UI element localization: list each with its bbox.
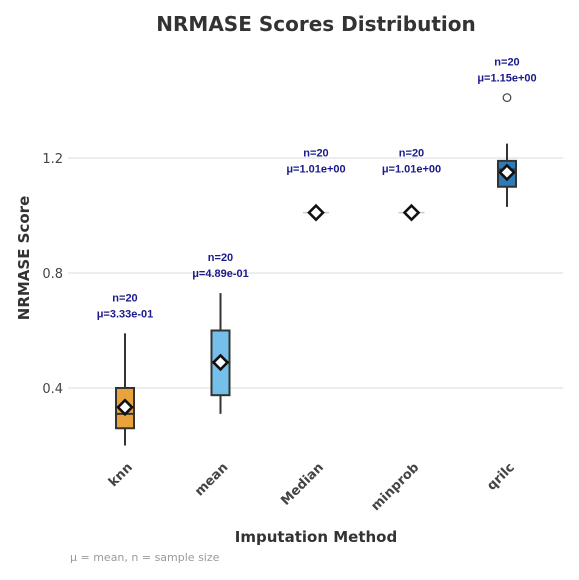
box-knn xyxy=(115,333,135,446)
mean-label-Median: μ=1.01e+00 xyxy=(286,164,345,176)
box-mean xyxy=(210,293,231,414)
n-label-qrilc: n=20 xyxy=(494,57,519,69)
x-tick-label-knn: knn xyxy=(106,460,136,490)
mean-marker xyxy=(211,353,230,372)
annotations: n=20 μ=3.33e-01 n=20 μ=4.89e-01 n=20 μ=1.01e+… xyxy=(97,57,537,321)
x-tick-label-Median: Median xyxy=(278,460,326,508)
n-label-minprob: n=20 xyxy=(399,148,424,160)
box-Median xyxy=(303,203,329,222)
box-minprob xyxy=(398,203,425,222)
chart-title: NRMASE Scores Distribution xyxy=(156,12,475,36)
y-tick-labels: 0.4 0.8 1.2 xyxy=(42,152,63,397)
mean-label-mean: μ=4.89e-01 xyxy=(192,268,249,280)
n-label-mean: n=20 xyxy=(208,252,233,264)
y-tick-label: 1.2 xyxy=(42,152,63,167)
mean-marker xyxy=(116,398,134,417)
mean-marker xyxy=(498,163,516,182)
footnote: μ = mean, n = sample size xyxy=(70,551,220,564)
y-tick-label: 0.4 xyxy=(42,382,63,397)
boxes xyxy=(115,93,517,446)
y-tick-label: 0.8 xyxy=(42,267,63,282)
mean-marker xyxy=(402,203,421,222)
y-axis-title: NRMASE Score xyxy=(15,196,33,320)
mean-label-qrilc: μ=1.15e+00 xyxy=(477,73,536,85)
n-label-knn: n=20 xyxy=(112,292,137,304)
x-tick-label-minprob: minprob xyxy=(368,460,422,514)
x-tick-label-qrilc: qrilc xyxy=(484,460,517,493)
n-label-Median: n=20 xyxy=(303,148,328,160)
mean-label-minprob: μ=1.01e+00 xyxy=(382,164,441,176)
mean-marker xyxy=(307,203,325,222)
mean-label-knn: μ=3.33e-01 xyxy=(97,308,154,320)
x-tick-label-mean: mean xyxy=(192,460,231,499)
x-tick-labels: knn mean Median minprob qrilc xyxy=(106,460,518,514)
gridlines xyxy=(68,157,563,389)
x-axis-title: Imputation Method xyxy=(235,528,397,546)
outlier-point xyxy=(502,93,512,103)
box-qrilc xyxy=(497,93,517,207)
